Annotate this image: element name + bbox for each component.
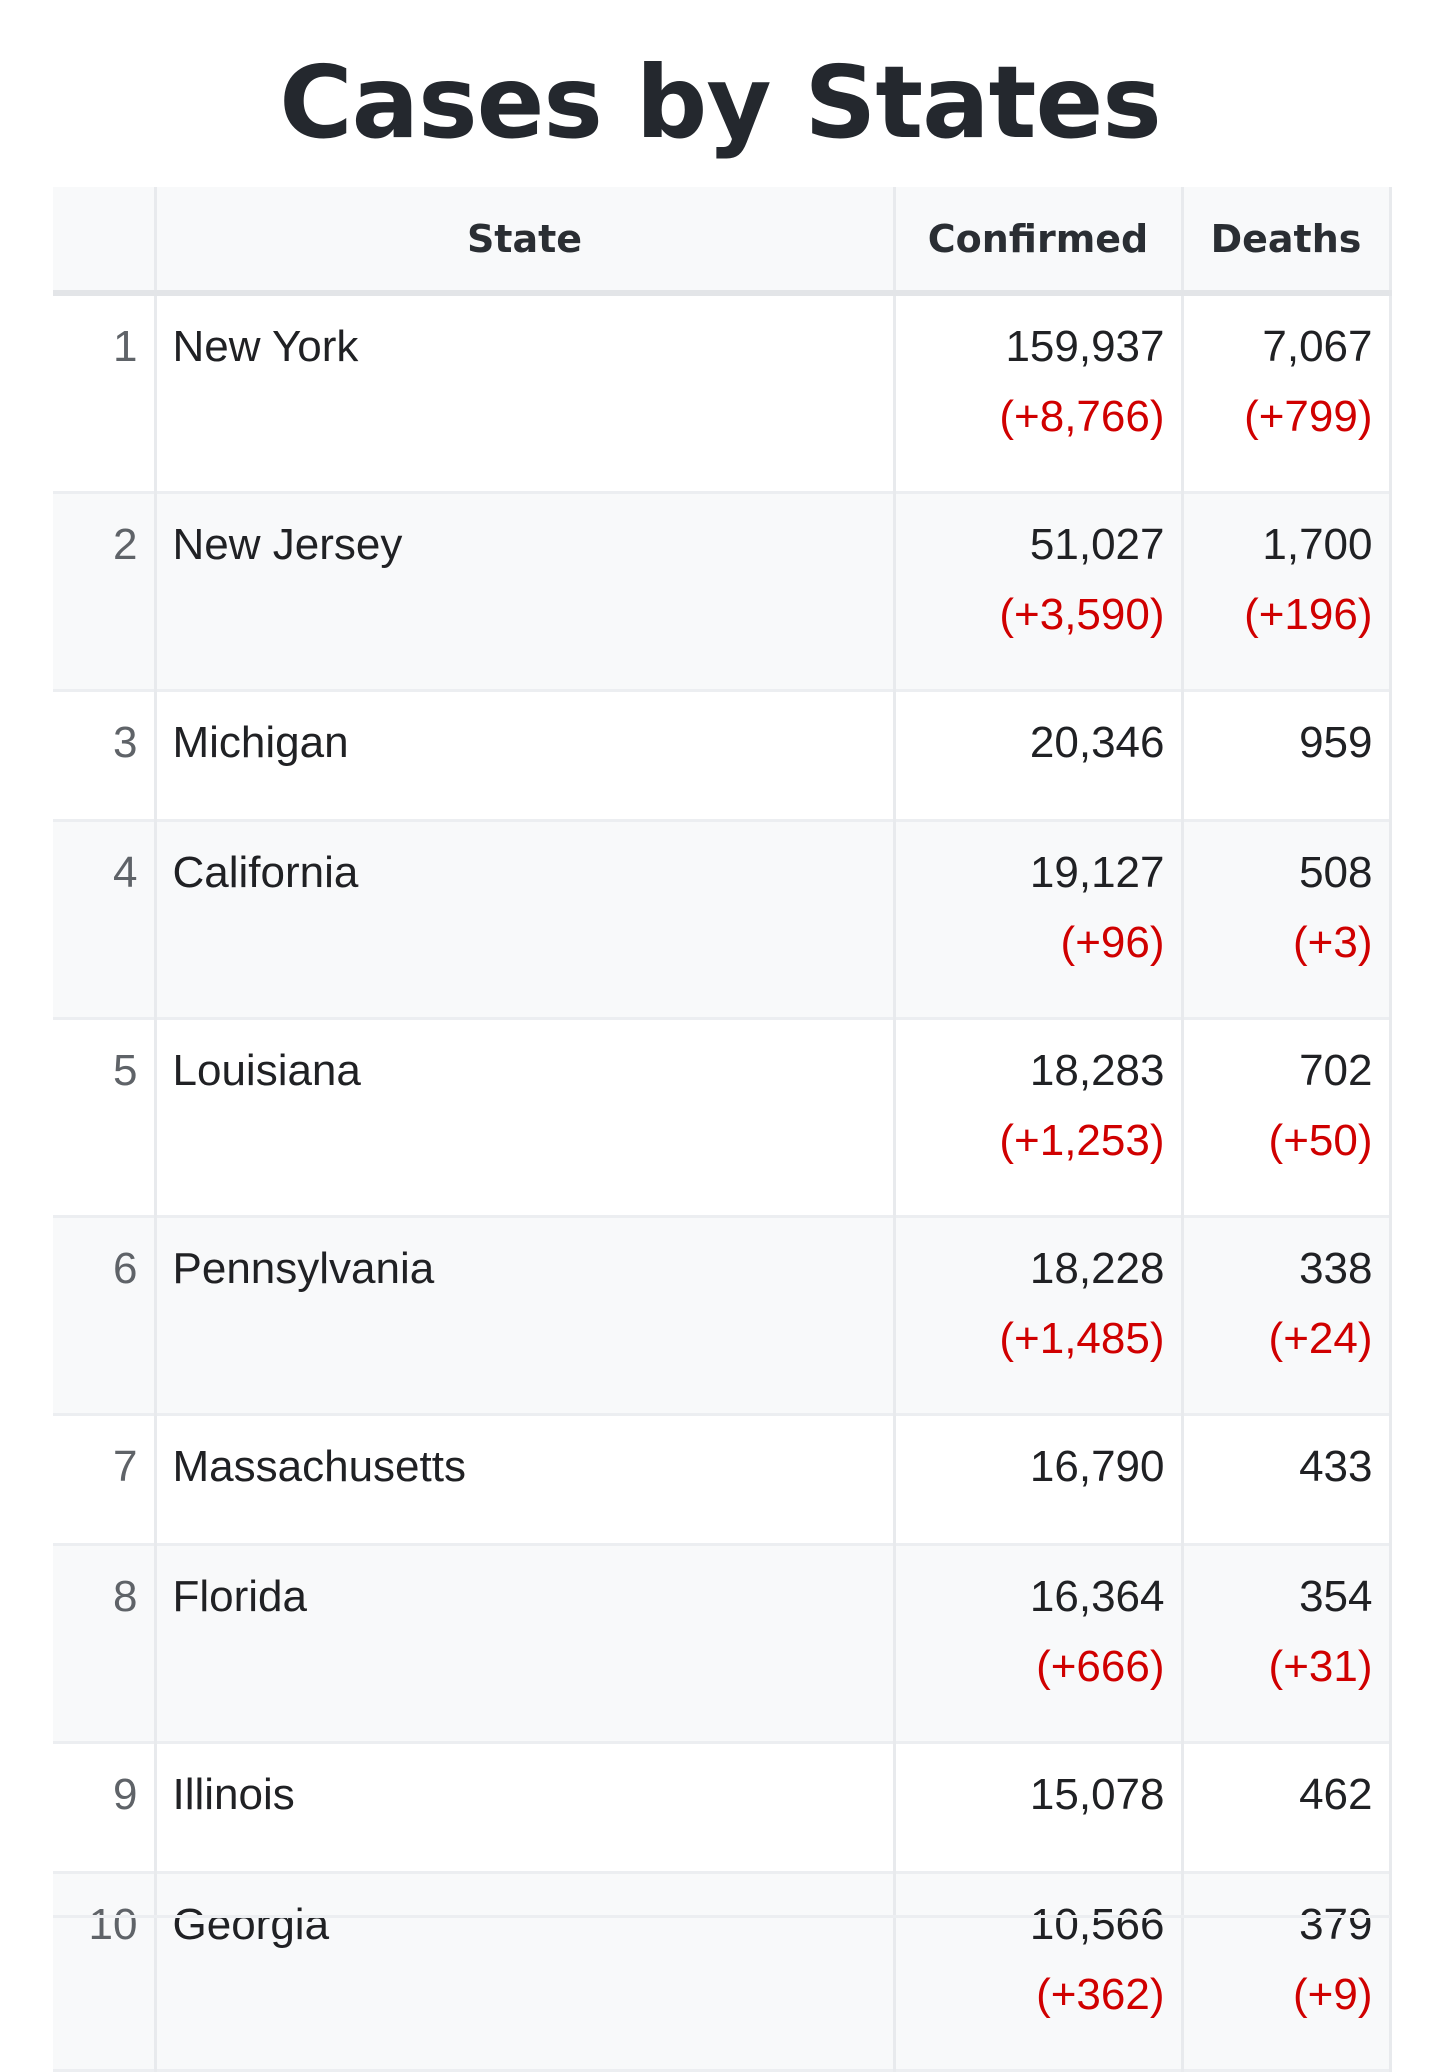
- row-deaths-cell: 702 (+50): [1182, 1018, 1392, 1217]
- deaths-delta: (+31): [1268, 1642, 1373, 1691]
- row-deaths-cell: 1,700 (+196): [1182, 492, 1392, 691]
- row-rank: 4: [53, 820, 157, 1019]
- row-deaths-cell: 338 (+24): [1182, 1216, 1392, 1415]
- row-state-name: Michigan: [155, 690, 896, 821]
- row-rank: 10: [53, 1872, 157, 2071]
- row-confirmed-cell: 15,078: [894, 1742, 1184, 1873]
- deaths-delta: (+24): [1268, 1314, 1373, 1363]
- row-confirmed-cell: 159,937 (+8,766): [894, 293, 1184, 493]
- row-state-name: New Jersey: [155, 492, 896, 691]
- row-state-name: Pennsylvania: [155, 1216, 896, 1415]
- confirmed-count: 18,228: [1029, 1244, 1165, 1293]
- deaths-count: 508: [1299, 848, 1373, 897]
- row-deaths-cell: 462: [1182, 1742, 1392, 1873]
- confirmed-delta: (+3,590): [999, 590, 1165, 639]
- table-row[interactable]: 6 Pennsylvania 18,228 (+1,485) 338 (+24): [53, 1216, 1392, 1415]
- table-row[interactable]: 5 Louisiana 18,283 (+1,253) 702 (+50): [53, 1018, 1392, 1217]
- table-row[interactable]: 7 Massachusetts 16,790 433: [53, 1414, 1392, 1545]
- confirmed-count: 159,937: [1005, 322, 1165, 371]
- confirmed-count: 10,566: [1029, 1900, 1165, 1949]
- deaths-delta: (+196): [1244, 590, 1373, 639]
- row-rank: 7: [53, 1414, 157, 1545]
- header-state[interactable]: State: [155, 187, 896, 296]
- table-row[interactable]: 8 Florida 16,364 (+666) 354 (+31): [53, 1544, 1392, 1743]
- deaths-delta: (+799): [1244, 392, 1373, 441]
- confirmed-delta: (+8,766): [999, 392, 1165, 441]
- row-state-name: Massachusetts: [155, 1414, 896, 1545]
- row-confirmed-cell: 20,346: [894, 690, 1184, 821]
- confirmed-count: 20,346: [1029, 718, 1165, 767]
- row-deaths-cell: 379 (+9): [1182, 1872, 1392, 2071]
- deaths-count: 1,700: [1262, 520, 1373, 569]
- confirmed-count: 51,027: [1029, 520, 1165, 569]
- deaths-count: 379: [1299, 1900, 1373, 1949]
- row-rank: 2: [53, 492, 157, 691]
- row-rank: 5: [53, 1018, 157, 1217]
- table-row[interactable]: 9 Illinois 15,078 462: [53, 1742, 1392, 1873]
- confirmed-delta: (+96): [1060, 918, 1165, 967]
- row-rank: 1: [53, 293, 157, 493]
- confirmed-count: 16,790: [1029, 1442, 1165, 1491]
- row-deaths-cell: 354 (+31): [1182, 1544, 1392, 1743]
- deaths-count: 462: [1299, 1770, 1373, 1819]
- next-row-edge: [53, 1915, 1390, 1923]
- deaths-count: 354: [1299, 1572, 1373, 1621]
- row-confirmed-cell: 19,127 (+96): [894, 820, 1184, 1019]
- row-deaths-cell: 959: [1182, 690, 1392, 821]
- confirmed-delta: (+362): [1036, 1970, 1165, 2019]
- row-rank: 6: [53, 1216, 157, 1415]
- deaths-count: 7,067: [1262, 322, 1373, 371]
- row-confirmed-cell: 10,566 (+362): [894, 1872, 1184, 2071]
- row-state-name: Illinois: [155, 1742, 896, 1873]
- header-rank: [53, 187, 157, 296]
- header-deaths[interactable]: Deaths: [1182, 187, 1392, 296]
- table-row[interactable]: 1 New York 159,937 (+8,766) 7,067 (+799): [53, 293, 1392, 493]
- row-confirmed-cell: 18,228 (+1,485): [894, 1216, 1184, 1415]
- row-state-name: Louisiana: [155, 1018, 896, 1217]
- row-state-name: California: [155, 820, 896, 1019]
- row-rank: 8: [53, 1544, 157, 1743]
- confirmed-delta: (+666): [1036, 1642, 1165, 1691]
- row-rank: 9: [53, 1742, 157, 1873]
- confirmed-count: 19,127: [1029, 848, 1165, 897]
- deaths-delta: (+9): [1293, 1970, 1373, 2019]
- row-rank: 3: [53, 690, 157, 821]
- confirmed-count: 16,364: [1029, 1572, 1165, 1621]
- confirmed-delta: (+1,485): [999, 1314, 1165, 1363]
- table-row[interactable]: 10 Georgia 10,566 (+362) 379 (+9): [53, 1872, 1392, 2071]
- row-deaths-cell: 508 (+3): [1182, 820, 1392, 1019]
- table-row[interactable]: 2 New Jersey 51,027 (+3,590) 1,700 (+196): [53, 492, 1392, 691]
- deaths-count: 959: [1299, 718, 1373, 767]
- confirmed-count: 18,283: [1029, 1046, 1165, 1095]
- table-row[interactable]: 4 California 19,127 (+96) 508 (+3): [53, 820, 1392, 1019]
- row-state-name: Florida: [155, 1544, 896, 1743]
- deaths-count: 338: [1299, 1244, 1373, 1293]
- row-deaths-cell: 7,067 (+799): [1182, 293, 1392, 493]
- deaths-count: 702: [1299, 1046, 1373, 1095]
- row-deaths-cell: 433: [1182, 1414, 1392, 1545]
- table-header-row: State Confirmed Deaths: [53, 187, 1392, 296]
- table-row[interactable]: 3 Michigan 20,346 959: [53, 690, 1392, 821]
- table-body: 1 New York 159,937 (+8,766) 7,067 (+799) 2 New …: [53, 293, 1392, 2071]
- row-confirmed-cell: 18,283 (+1,253): [894, 1018, 1184, 1217]
- deaths-delta: (+3): [1293, 918, 1373, 967]
- row-state-name: New York: [155, 293, 896, 493]
- row-confirmed-cell: 16,364 (+666): [894, 1544, 1184, 1743]
- confirmed-count: 15,078: [1029, 1770, 1165, 1819]
- page-title: Cases by States: [279, 44, 1162, 161]
- deaths-count: 433: [1299, 1442, 1373, 1491]
- row-confirmed-cell: 16,790: [894, 1414, 1184, 1545]
- row-confirmed-cell: 51,027 (+3,590): [894, 492, 1184, 691]
- confirmed-delta: (+1,253): [999, 1116, 1165, 1165]
- deaths-delta: (+50): [1268, 1116, 1373, 1165]
- row-state-name: Georgia: [155, 1872, 896, 2071]
- header-confirmed[interactable]: Confirmed: [894, 187, 1184, 296]
- cases-table: State Confirmed Deaths 1 New York 159,937 (…: [53, 187, 1392, 2072]
